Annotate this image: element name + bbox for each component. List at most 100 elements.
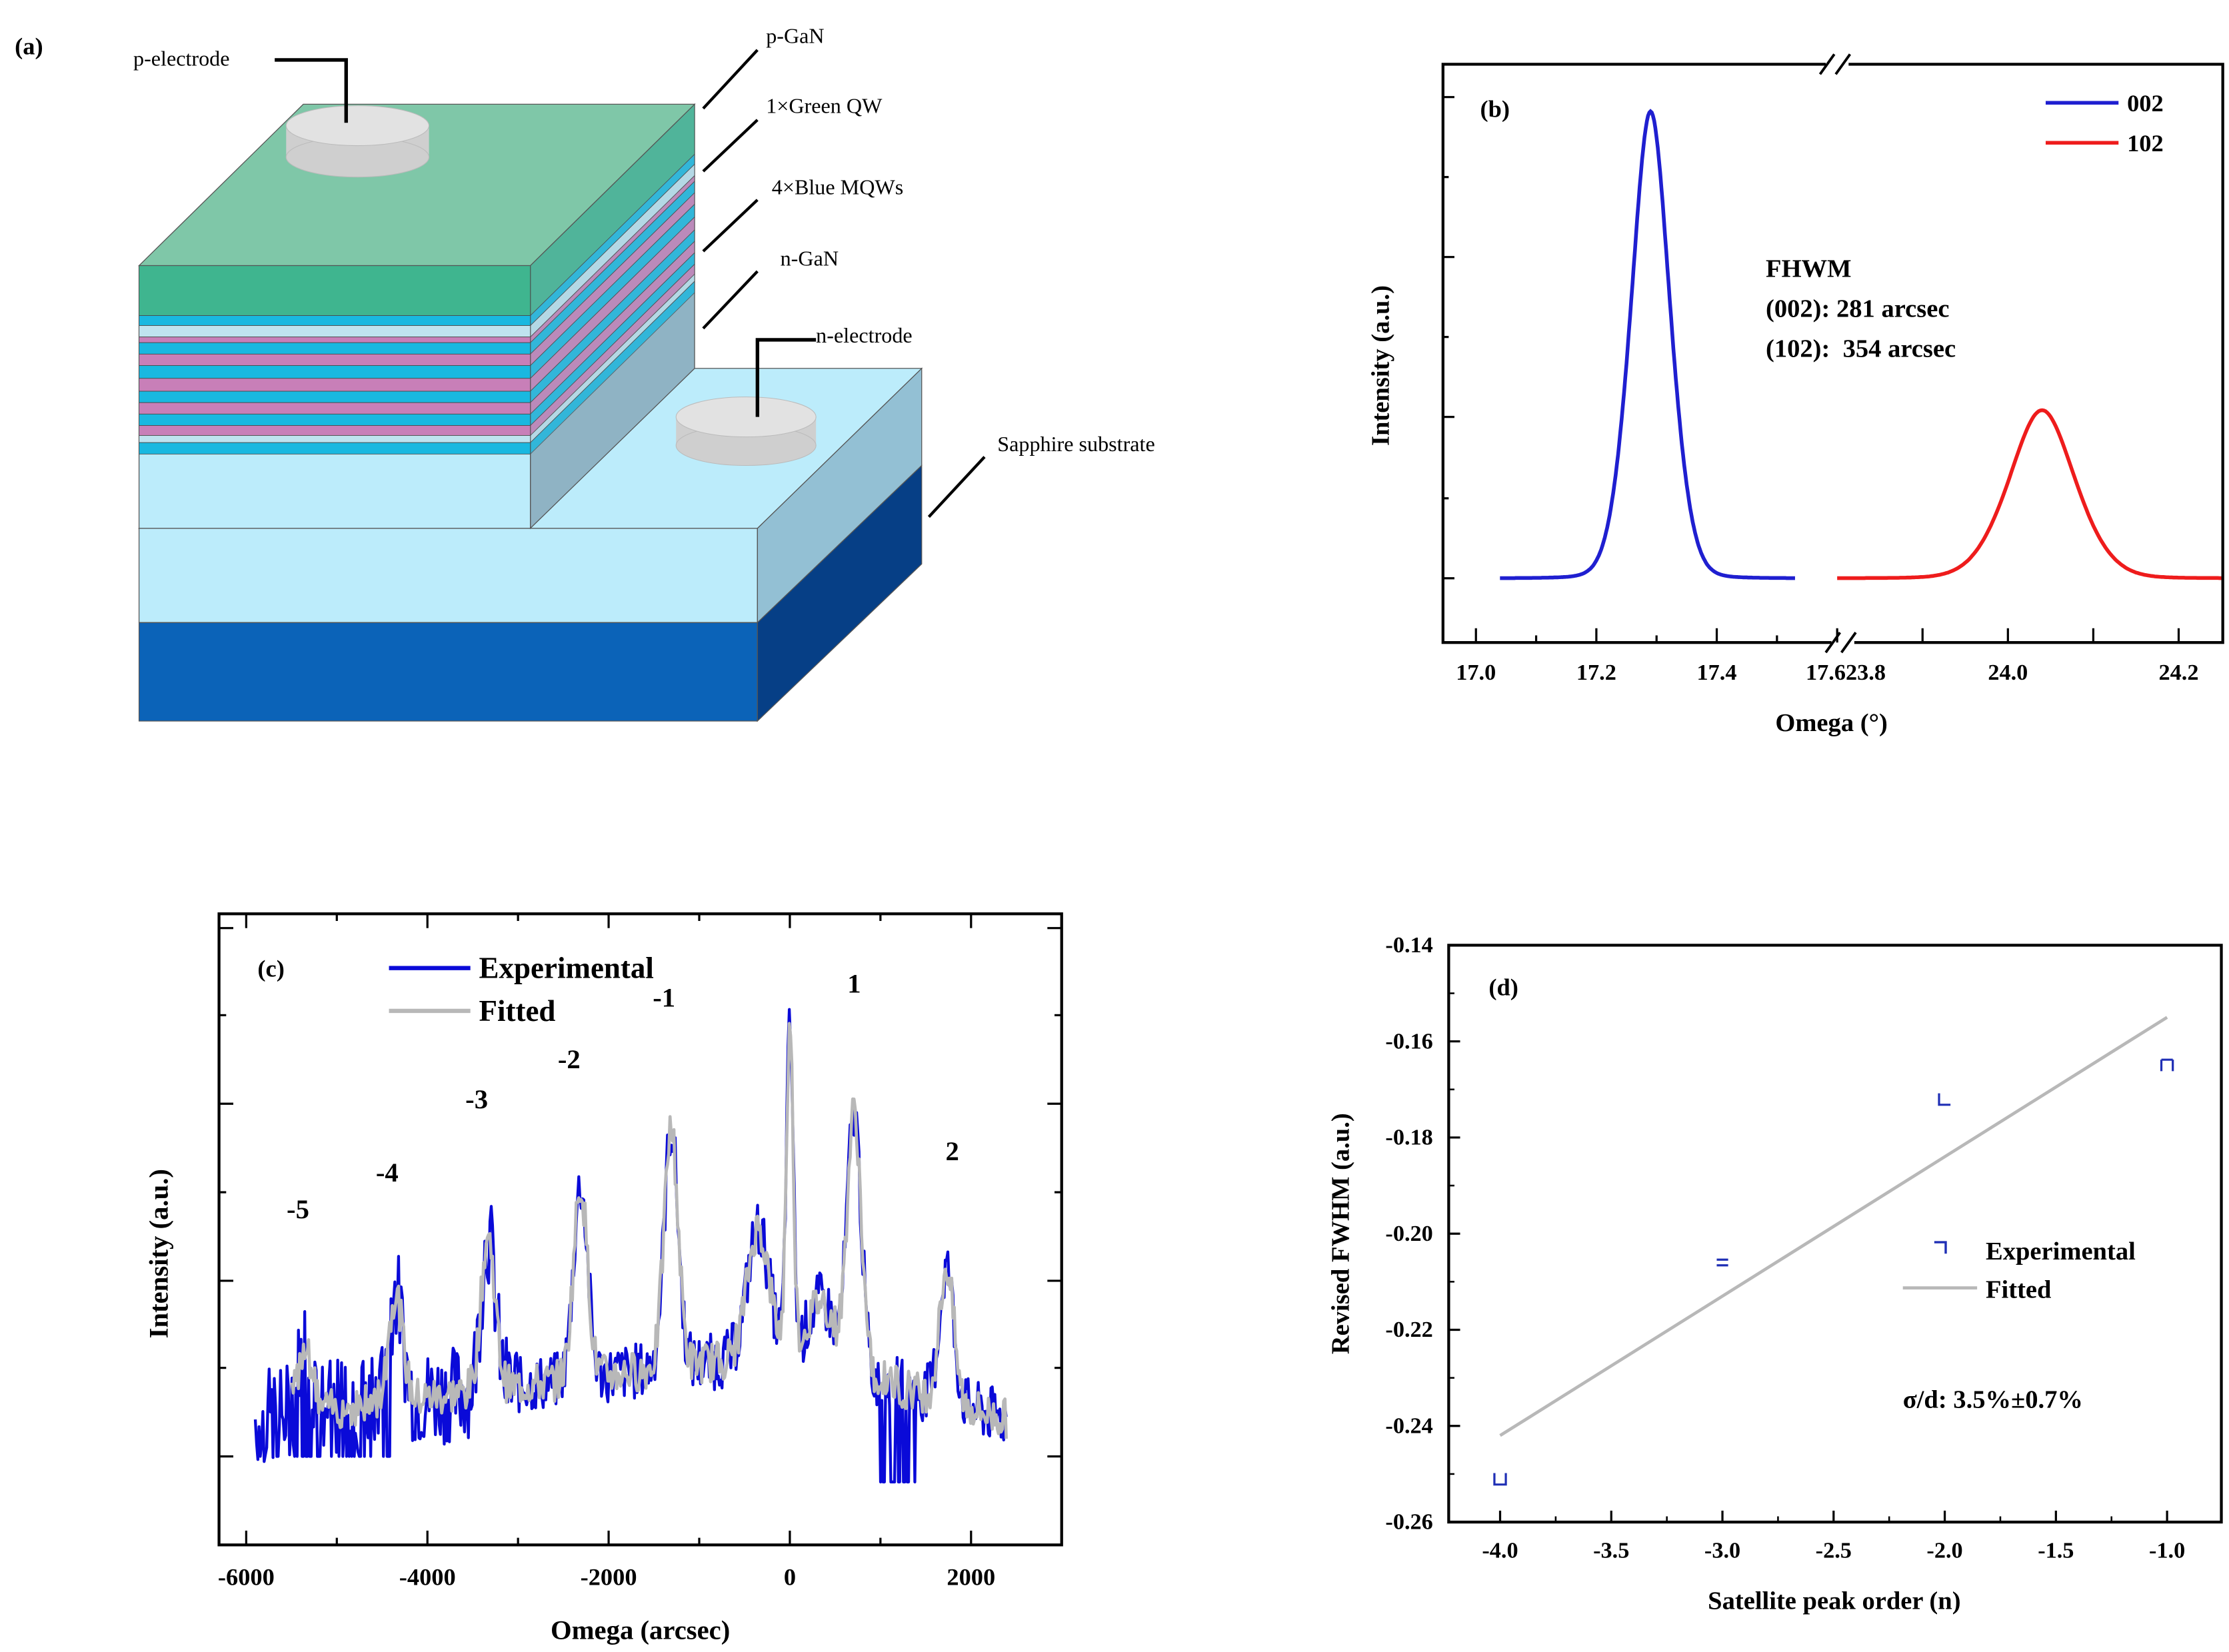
panel-d-label: (d) bbox=[1488, 974, 1518, 1000]
series-102-curve bbox=[1837, 408, 2222, 580]
mesa-layer-front bbox=[139, 342, 531, 355]
x-tick-label: 23.8 bbox=[1846, 660, 1886, 685]
x-tick-label: -1.5 bbox=[2038, 1538, 2074, 1563]
blue-mqw-label: 4×Blue MQWs bbox=[772, 175, 903, 199]
legend-fitted-label: Fitted bbox=[479, 994, 556, 1028]
axis-break-top bbox=[1818, 53, 1852, 75]
n-gan-base-front bbox=[138, 528, 758, 623]
panel-d-fwhm-vs-order: -4.0 -3.5 -3.0 -2.5 -2.0 -1.5 -1.0 -0.14 -0.16 -0… bbox=[1326, 932, 2223, 1615]
mesa-layer-front bbox=[139, 315, 531, 326]
fwhm-002-value: (002): 281 arcsec bbox=[1766, 295, 1949, 323]
mesa-layer-front bbox=[139, 378, 531, 392]
legend-experimental-label: Experimental bbox=[479, 952, 654, 985]
peak-order-label--2: -2 bbox=[558, 1044, 581, 1074]
panel-c-y-axis-title: Intensity (a.u.) bbox=[143, 1169, 173, 1338]
mesa-layer-front bbox=[139, 402, 531, 414]
panel-a-label: (a) bbox=[15, 33, 43, 59]
panel-d-plot-frame bbox=[1447, 944, 2223, 1524]
panel-d-y-axis-title: Revised FWHM (a.u.) bbox=[1326, 1113, 1354, 1354]
sapphire-label: Sapphire substrate bbox=[997, 432, 1154, 456]
x-tick-label: -3.5 bbox=[1593, 1538, 1629, 1563]
x-tick-label: 17.6 bbox=[1806, 660, 1846, 685]
green-qw-leader bbox=[702, 119, 759, 173]
mesa-layer-front bbox=[139, 413, 531, 426]
legend-002-label: 002 bbox=[2127, 90, 2164, 117]
experimental-points bbox=[1493, 1058, 2174, 1486]
panel-b-x-axis-title: Omega (°) bbox=[1775, 709, 1887, 737]
x-tick-label: 2000 bbox=[947, 1563, 995, 1590]
panel-c-x-axis-title: Omega (arcsec) bbox=[551, 1615, 730, 1645]
x-tick-label: -2000 bbox=[581, 1563, 637, 1590]
peak-order-label--5: -5 bbox=[287, 1194, 309, 1224]
series-002-curve bbox=[1500, 109, 1795, 580]
blue-mqw-leader bbox=[702, 199, 759, 253]
peak-order-label-2: 2 bbox=[945, 1136, 959, 1166]
p-electrode-pad bbox=[285, 105, 430, 178]
x-tick-label: 17.4 bbox=[1697, 660, 1737, 685]
sapphire-front bbox=[138, 622, 758, 722]
panel-b-xrd-rocking-curves: 17.0 17.2 17.4 17.6 23.8 24.0 24.2 (b) 002 102… bbox=[1366, 53, 2224, 737]
mesa-layer-front bbox=[139, 435, 531, 443]
n-electrode-leader bbox=[755, 338, 817, 417]
x-tick-label: -3.0 bbox=[1704, 1538, 1740, 1563]
experimental-point bbox=[1493, 1473, 1507, 1486]
green-qw-label: 1×Green QW bbox=[766, 93, 883, 117]
experimental-point bbox=[1938, 1093, 1951, 1106]
legend-experimental-marker bbox=[1934, 1241, 1947, 1254]
panel-a-device-schematic: (a) p-electrode n-electrode bbox=[15, 23, 1155, 722]
p-gan-leader bbox=[702, 49, 759, 110]
legend-experimental-label: Experimental bbox=[1986, 1238, 2136, 1265]
panel-b-tick-labels: 17.0 17.2 17.4 17.6 23.8 24.0 24.2 bbox=[1456, 660, 2198, 685]
panel-c-label: (c) bbox=[257, 956, 284, 982]
mesa-layer-front bbox=[139, 265, 531, 316]
mesa-layer-front bbox=[139, 337, 531, 343]
y-tick-label: -0.24 bbox=[1385, 1413, 1432, 1438]
mesa-front-layers bbox=[139, 265, 531, 454]
x-tick-label: 24.0 bbox=[1988, 660, 2028, 685]
mesa-layer-front bbox=[139, 325, 531, 338]
experimental-point bbox=[1716, 1258, 1728, 1267]
panel-b-ticks bbox=[1442, 96, 2180, 643]
panel-b-y-axis-title: Intensity (a.u.) bbox=[1366, 285, 1394, 446]
peak-order-label--3: -3 bbox=[465, 1084, 488, 1114]
x-tick-label: 17.2 bbox=[1576, 660, 1616, 685]
fwhm-102-value: (102): 354 arcsec bbox=[1766, 335, 1956, 363]
y-tick-label: -0.16 bbox=[1385, 1028, 1432, 1054]
p-electrode-label: p-electrode bbox=[133, 47, 229, 71]
x-tick-label: -2.0 bbox=[1926, 1538, 1962, 1563]
x-tick-label: -4.0 bbox=[1482, 1538, 1518, 1563]
panel-d-tick-labels: -4.0 -3.5 -3.0 -2.5 -2.0 -1.5 -1.0 -0.14 -0.16 -0… bbox=[1385, 932, 2185, 1563]
x-tick-label: 24.2 bbox=[2158, 660, 2198, 685]
experimental-point bbox=[2160, 1058, 2174, 1072]
peak-order-label--1: -1 bbox=[653, 982, 675, 1012]
x-tick-label: -2.5 bbox=[1816, 1538, 1852, 1563]
mesa-layer-front bbox=[139, 391, 531, 403]
n-gan-label: n-GaN bbox=[781, 247, 839, 271]
panel-c-ticks bbox=[219, 914, 1062, 1545]
n-gan-leader bbox=[702, 270, 759, 330]
panel-d-ticks bbox=[1448, 944, 2168, 1523]
p-gan-label: p-GaN bbox=[766, 23, 824, 47]
x-tick-label: -1.0 bbox=[2149, 1538, 2185, 1563]
n-electrode-pad bbox=[675, 397, 817, 466]
panel-c-plot-frame bbox=[217, 912, 1063, 1547]
n-electrode-label: n-electrode bbox=[816, 323, 912, 347]
y-tick-label: -0.20 bbox=[1385, 1221, 1432, 1246]
panel-b-label: (b) bbox=[1480, 96, 1510, 123]
peak-order-label--4: -4 bbox=[376, 1158, 399, 1188]
satellite-peak-labels: -5 -4 -3 -2 -1 1 2 bbox=[287, 968, 959, 1224]
x-tick-label: -4000 bbox=[399, 1563, 456, 1590]
peak-order-label-1: 1 bbox=[847, 968, 861, 998]
panel-c-tick-labels: -6000 -4000 -2000 0 2000 bbox=[218, 1563, 995, 1590]
p-electrode-leader bbox=[275, 58, 348, 123]
x-tick-label: 0 bbox=[784, 1563, 796, 1590]
fitted-line bbox=[1499, 1016, 2168, 1437]
legend-102-label: 102 bbox=[2127, 130, 2164, 157]
mesa-layer-front bbox=[139, 442, 531, 454]
p-gan-top bbox=[138, 103, 696, 267]
x-tick-label: 17.0 bbox=[1456, 660, 1496, 685]
legend-fitted-label: Fitted bbox=[1986, 1276, 2051, 1304]
mesa-side-layers bbox=[530, 103, 695, 455]
sapphire-leader bbox=[927, 456, 986, 518]
